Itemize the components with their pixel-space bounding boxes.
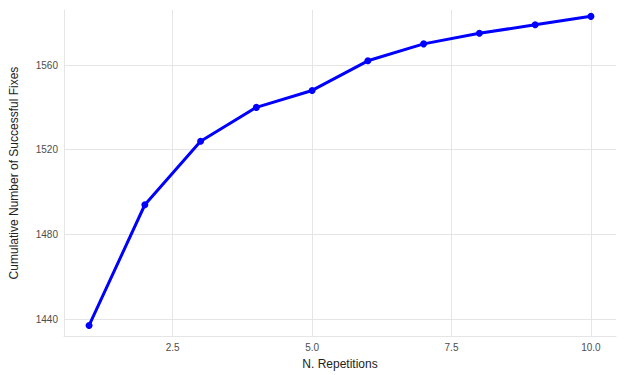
svg-text:10.0: 10.0 xyxy=(581,342,601,353)
svg-text:5.0: 5.0 xyxy=(305,342,319,353)
svg-text:N. Repetitions: N. Repetitions xyxy=(302,357,377,371)
svg-text:2.5: 2.5 xyxy=(166,342,180,353)
svg-text:Cumulative Number of Successfu: Cumulative Number of Successful Fixes xyxy=(7,67,21,280)
svg-text:1480: 1480 xyxy=(36,229,59,240)
svg-text:7.5: 7.5 xyxy=(445,342,459,353)
svg-text:1520: 1520 xyxy=(36,144,59,155)
svg-text:1560: 1560 xyxy=(36,60,59,71)
svg-text:1440: 1440 xyxy=(36,314,59,325)
